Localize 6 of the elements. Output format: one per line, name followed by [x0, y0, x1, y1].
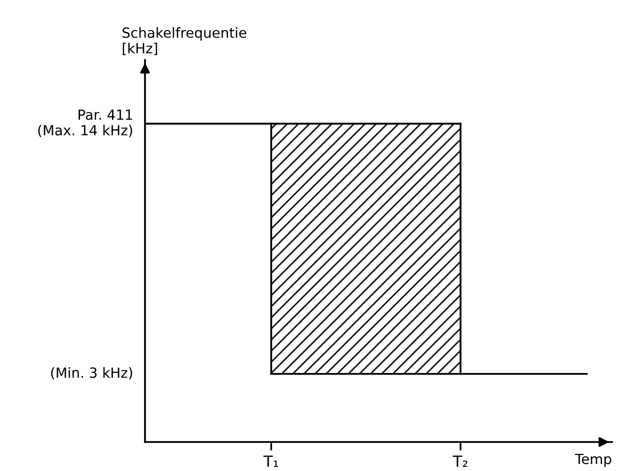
x-axis-title: Temp [574, 454, 612, 467]
x-tick-label: T₁ [263, 456, 278, 467]
text: (Min. 3 kHz) [51, 367, 132, 380]
x-tick-label: T₂ [452, 456, 468, 467]
text: Par. 411 (Max. 14 kHz) [38, 110, 132, 138]
y-axis-title: Schakelfrequentie [kHz] [122, 27, 246, 56]
